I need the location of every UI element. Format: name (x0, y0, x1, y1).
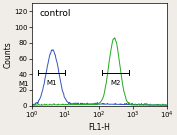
Text: M2: M2 (111, 80, 121, 86)
Text: M1: M1 (47, 80, 57, 86)
Y-axis label: Counts: Counts (4, 41, 12, 68)
Text: M1: M1 (19, 80, 29, 87)
X-axis label: FL1-H: FL1-H (88, 123, 110, 131)
Text: control: control (40, 9, 71, 18)
